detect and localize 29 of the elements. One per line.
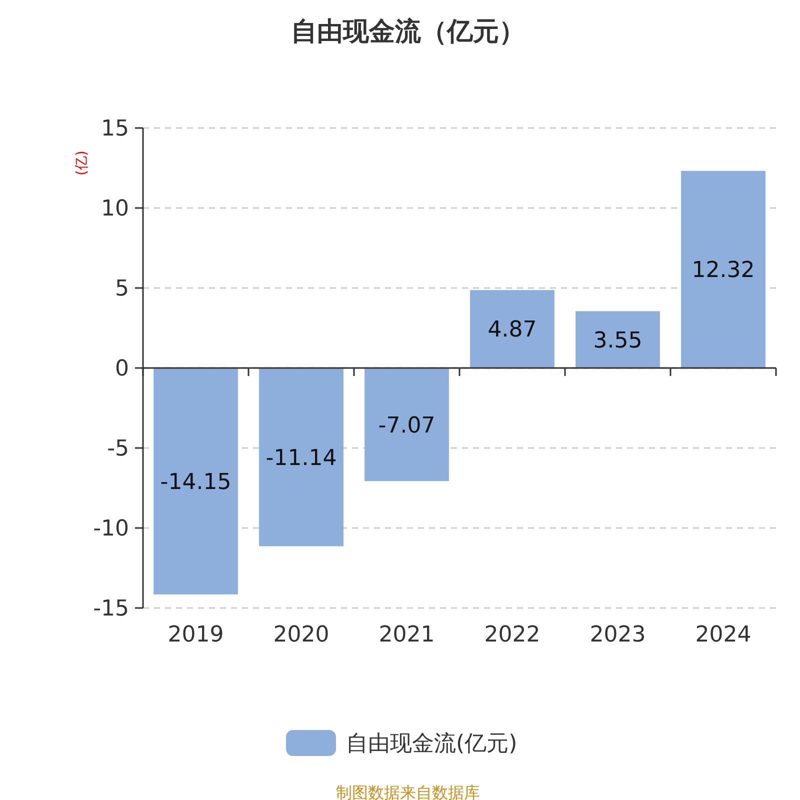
x-tick-label: 2021 bbox=[378, 622, 435, 648]
bar bbox=[154, 368, 238, 594]
y-tick-label: 0 bbox=[115, 356, 129, 382]
x-tick-label: 2022 bbox=[484, 622, 540, 648]
x-tick-label: 2019 bbox=[168, 622, 224, 648]
data-label: 3.55 bbox=[593, 328, 642, 354]
y-tick-label: 5 bbox=[115, 276, 129, 302]
x-tick-label: 2024 bbox=[695, 622, 752, 648]
y-axis-title: (亿) bbox=[74, 150, 90, 176]
data-label: -14.15 bbox=[160, 470, 232, 495]
bar bbox=[681, 170, 766, 368]
legend-label: 自由现金流(亿元) bbox=[346, 732, 518, 757]
bar bbox=[364, 368, 449, 482]
data-label: -7.07 bbox=[378, 413, 436, 438]
bar bbox=[470, 290, 554, 368]
bar bbox=[259, 368, 344, 546]
text: 制图数据来自数据库 bbox=[336, 783, 480, 800]
x-tick-label: 2020 bbox=[273, 622, 330, 648]
y-tick-label: -5 bbox=[107, 436, 129, 462]
y-tick-label: -10 bbox=[93, 516, 129, 542]
data-label: -11.14 bbox=[266, 446, 337, 471]
y-tick-label: 15 bbox=[101, 116, 129, 142]
chart-title: 自由现金流（亿元） bbox=[291, 17, 525, 47]
y-tick-label: -15 bbox=[93, 596, 129, 622]
data-label: 12.32 bbox=[692, 258, 755, 284]
x-tick-label: 2023 bbox=[590, 622, 646, 648]
bar bbox=[576, 311, 660, 368]
y-tick-label: 10 bbox=[101, 196, 129, 222]
data-label: 4.87 bbox=[488, 318, 537, 343]
